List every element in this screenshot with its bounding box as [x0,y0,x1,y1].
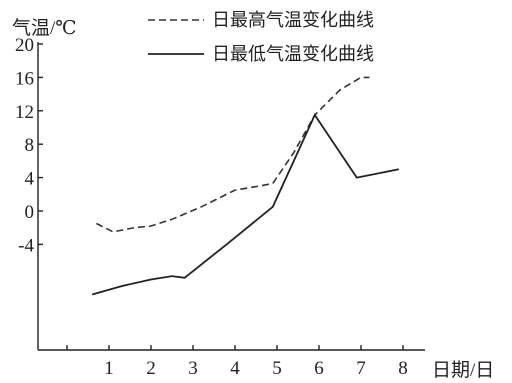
y-tick-label: 8 [25,135,35,156]
y-tick-label: 12 [15,102,34,123]
series-line-high [96,76,370,233]
x-tick-label: 3 [188,358,198,379]
series-group [91,76,399,296]
x-tick-label: 8 [398,358,408,379]
legend: 日最高气温变化曲线 日最低气温变化曲线 [148,10,374,65]
y-axis-label: 气温/℃ [12,17,77,39]
x-tick-label: 4 [230,358,240,379]
x-tick-group: 1 2 3 4 5 6 7 8 [66,345,408,379]
y-tick-label: -4 [18,235,34,256]
legend-label-high: 日最高气温变化曲线 [212,10,374,31]
y-tick-label: 0 [25,202,35,223]
y-tick-label: 20 [15,35,34,56]
y-tick-label: 4 [25,169,35,190]
y-tick-group: 20 16 12 8 4 0 -4 [15,35,43,256]
legend-label-low: 日最低气温变化曲线 [212,44,374,65]
series-line-low [91,113,399,296]
x-tick-label: 2 [146,358,156,379]
x-tick-label: 6 [314,358,324,379]
x-tick-label: 5 [272,358,282,379]
x-tick-label: 7 [356,358,366,379]
x-tick-label: 1 [104,358,114,379]
y-tick-label: 16 [15,68,34,89]
x-axis-label: 日期/日 [432,359,494,381]
